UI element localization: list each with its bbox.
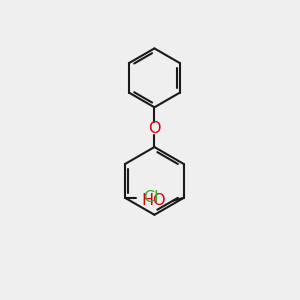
Text: Cl: Cl <box>143 190 158 205</box>
Text: HO: HO <box>141 193 166 208</box>
Text: O: O <box>148 121 161 136</box>
